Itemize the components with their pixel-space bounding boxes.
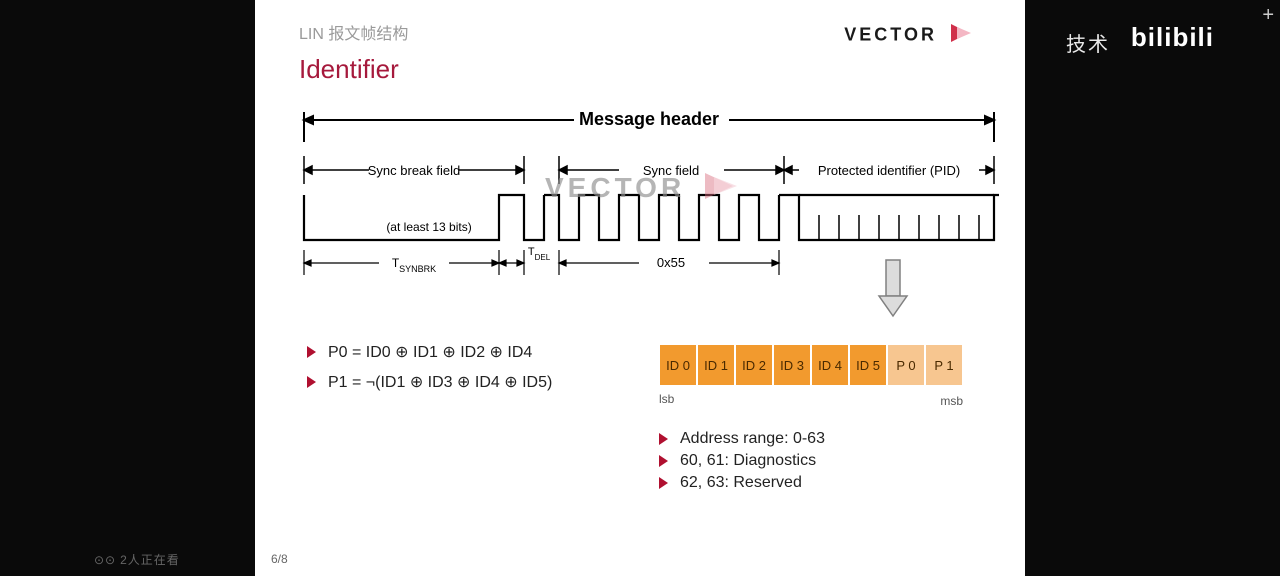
page-title: Identifier (299, 54, 399, 85)
message-header-diagram: Message header Sync break field Sync fie (299, 100, 999, 320)
bit-cell: P 0 (887, 344, 925, 386)
bit-cell: ID 2 (735, 344, 773, 386)
bilibili-logo: bilibili (1131, 22, 1214, 53)
formula-p0: P0 = ID0 ⊕ ID1 ⊕ ID2 ⊕ ID4 (328, 342, 532, 362)
bit-cell: ID 4 (811, 344, 849, 386)
bit-cell: ID 0 (659, 344, 697, 386)
bullet-icon (307, 376, 316, 388)
page-number: 6/8 (271, 552, 288, 566)
watermark-text: VECTOR (545, 172, 685, 203)
plus-icon[interactable]: + (1262, 4, 1274, 27)
bit-cell: P 1 (925, 344, 963, 386)
svg-text:TDEL: TDEL (528, 246, 551, 262)
viewer-count-text: 2人正在看 (120, 553, 180, 567)
overlay-tech-text: 技术 (1066, 28, 1110, 57)
vector-logo-icon (951, 24, 973, 47)
formula-list: P0 = ID0 ⊕ ID1 ⊕ ID2 ⊕ ID4 P1 = ¬(ID1 ⊕ … (307, 342, 552, 402)
notes-list: Address range: 0-63 60, 61: Diagnostics … (659, 430, 825, 496)
msb-label: msb (940, 394, 963, 408)
bullet-icon (659, 433, 668, 445)
vector-logo-text: VECTOR (844, 24, 937, 44)
note-item: 60, 61: Diagnostics (680, 452, 816, 470)
formula-p1: P1 = ¬(ID1 ⊕ ID3 ⊕ ID4 ⊕ ID5) (328, 372, 552, 392)
viewer-count: ⊙⊙2人正在看 (94, 551, 180, 568)
breadcrumb: LIN 报文帧结构 (299, 20, 408, 44)
slide: LIN 报文帧结构 Identifier VECTOR 6/8 Message … (255, 0, 1025, 576)
vector-logo: VECTOR (844, 24, 973, 47)
watermark-icon (705, 173, 739, 206)
lsb-label: lsb (659, 392, 963, 406)
svg-text:TSYNBRK: TSYNBRK (392, 256, 436, 274)
pid-bits-table: ID 0 ID 1 ID 2 ID 3 ID 4 ID 5 P 0 P 1 ls… (659, 344, 963, 406)
diagram-sec4-label: Protected identifier (PID) (818, 163, 960, 178)
bit-cell: ID 3 (773, 344, 811, 386)
diagram-sec1-label: Sync break field (368, 163, 461, 178)
diagram-0x55: 0x55 (657, 255, 685, 270)
bullet-icon (659, 477, 668, 489)
watermark: VECTOR (545, 172, 739, 206)
bullet-icon (307, 346, 316, 358)
note-item: 62, 63: Reserved (680, 474, 802, 492)
diagram-atleast13: (at least 13 bits) (386, 220, 471, 234)
bullet-icon (659, 455, 668, 467)
diagram-header-label: Message header (579, 109, 719, 129)
note-item: Address range: 0-63 (680, 430, 825, 448)
bit-cell: ID 5 (849, 344, 887, 386)
bit-cell: ID 1 (697, 344, 735, 386)
